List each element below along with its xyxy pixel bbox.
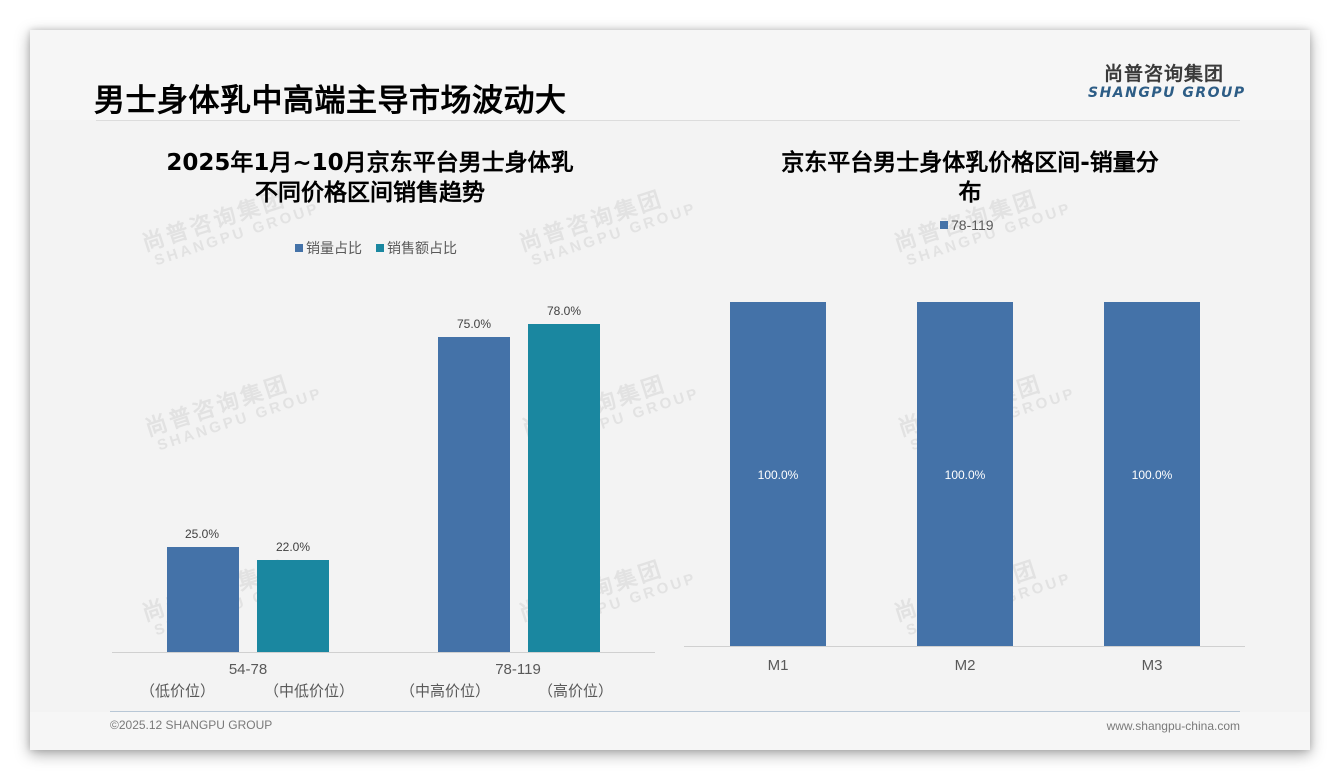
bar-value-label: 78.0% <box>546 304 582 318</box>
left-chart-title: 2025年1月~10月京东平台男士身体乳 不同价格区间销售趋势 <box>166 150 574 206</box>
bar-volume-54-78 <box>167 547 239 652</box>
legend-item-78-119: 78-119 <box>940 217 994 233</box>
slide: 男士身体乳中高端主导市场波动大 尚普咨询集团 SHANGPU GROUP 尚普咨… <box>30 30 1310 750</box>
bar-m2 <box>917 302 1013 646</box>
footer-copyright: ©2025.12 SHANGPU GROUP <box>110 718 273 732</box>
legend-swatch <box>376 244 384 252</box>
footer-divider <box>110 711 1240 712</box>
logo-chinese: 尚普咨询集团 <box>1103 63 1224 85</box>
page-title: 男士身体乳中高端主导市场波动大 <box>94 83 567 119</box>
bar-value-label: 75.0% <box>456 317 492 331</box>
legend-swatch <box>940 221 948 229</box>
price-tier-label: （中高价位） <box>400 683 491 700</box>
category-label: M2 <box>954 657 976 674</box>
company-logo: 尚普咨询集团 SHANGPU GROUP <box>1088 63 1246 101</box>
bar-revenue-78-119 <box>528 324 600 652</box>
right-chart-legend: 78-119 <box>940 217 994 233</box>
category-label: 54-78 <box>228 661 268 678</box>
bar-value-label: 25.0% <box>184 527 220 541</box>
legend-swatch <box>295 244 303 252</box>
footer-website: www.shangpu-china.com <box>1106 719 1240 733</box>
price-tier-label: （中低价位） <box>264 683 355 700</box>
footer-band <box>30 712 1310 750</box>
bar-value-label: 22.0% <box>275 540 311 554</box>
bar-m1 <box>730 302 826 646</box>
category-label: M3 <box>1141 657 1163 674</box>
legend-item-revenue: 销售额占比 <box>376 238 457 258</box>
bar-value-label: 100.0% <box>1131 468 1173 482</box>
x-axis-line <box>684 646 1245 647</box>
bar-m3 <box>1104 302 1200 646</box>
bar-value-label: 100.0% <box>757 468 799 482</box>
title-divider <box>96 120 1240 121</box>
bar-revenue-54-78 <box>257 560 329 652</box>
price-tier-label: （低价位） <box>140 683 216 700</box>
category-label: M1 <box>767 657 789 674</box>
bar-volume-78-119 <box>438 337 510 652</box>
legend-item-volume: 销量占比 <box>295 238 362 258</box>
bar-value-label: 100.0% <box>944 468 986 482</box>
x-axis-line <box>112 652 655 653</box>
price-tier-label: （高价位） <box>538 683 614 700</box>
header-band <box>30 30 1310 120</box>
right-chart-title: 京东平台男士身体乳价格区间-销量分 布 <box>781 150 1159 206</box>
category-label: 78-119 <box>495 661 541 678</box>
logo-english: SHANGPU GROUP <box>1088 85 1246 101</box>
left-chart-legend: 销量占比 销售额占比 <box>295 238 457 258</box>
